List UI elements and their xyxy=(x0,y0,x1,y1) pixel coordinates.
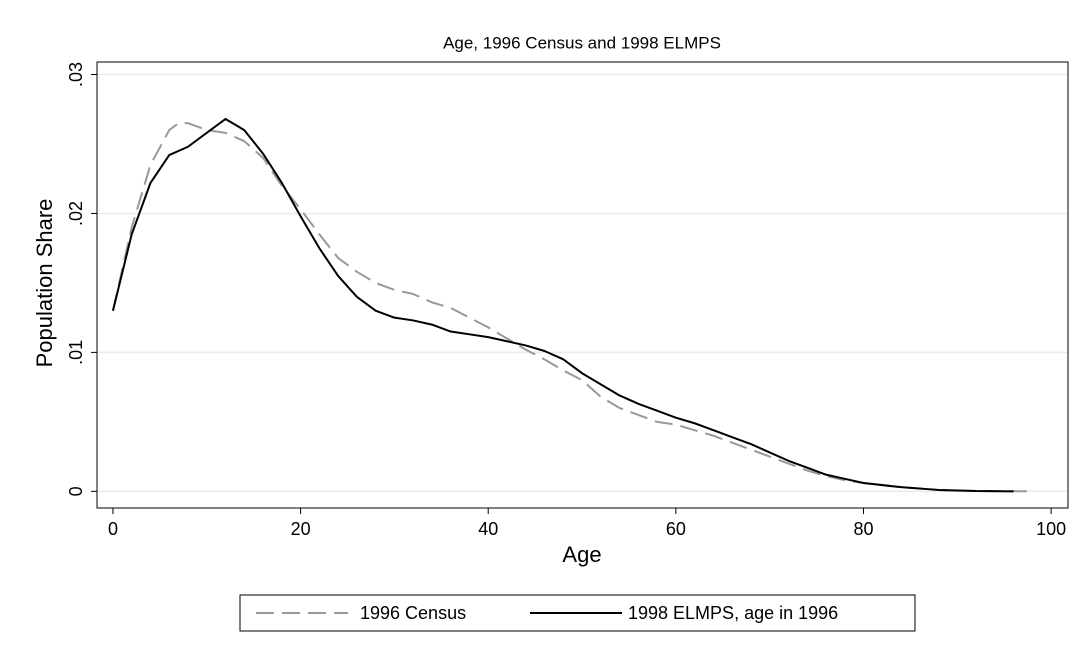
y-tick-label: .02 xyxy=(66,201,86,226)
x-tick-label: 0 xyxy=(108,519,118,539)
y-tick-label: .03 xyxy=(66,62,86,87)
legend-label: 1996 Census xyxy=(360,603,466,623)
series-line xyxy=(111,117,1014,493)
plot-frame xyxy=(96,61,1069,509)
x-tick-label: 60 xyxy=(666,519,686,539)
chart-title: Age, 1996 Census and 1998 ELMPS xyxy=(443,33,721,52)
y-tick-label: 0 xyxy=(66,486,86,496)
y-axis-title: Population Share xyxy=(32,199,57,368)
x-tick-label: 100 xyxy=(1036,519,1066,539)
x-tick-label: 80 xyxy=(853,519,873,539)
x-tick-label: 20 xyxy=(291,519,311,539)
y-tick-label: .01 xyxy=(66,340,86,365)
legend-label: 1998 ELMPS, age in 1996 xyxy=(628,603,838,623)
x-axis-title: Age xyxy=(562,542,601,567)
series-line xyxy=(111,122,1033,493)
x-tick-label: 40 xyxy=(478,519,498,539)
